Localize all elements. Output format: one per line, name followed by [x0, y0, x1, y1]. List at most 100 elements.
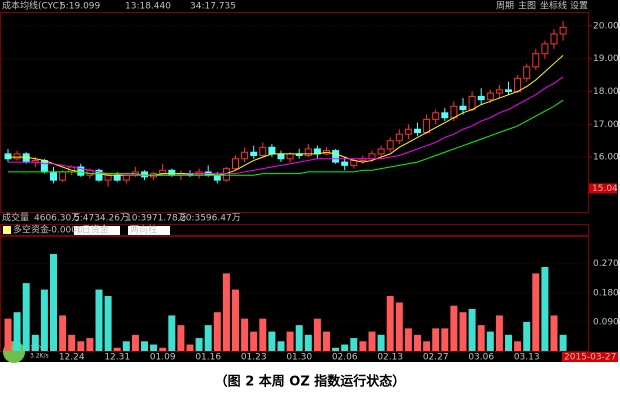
candle-body — [505, 89, 512, 92]
bar — [4, 318, 12, 351]
help-icon[interactable] — [3, 226, 11, 234]
moving-average-line — [8, 99, 564, 176]
candle-body — [341, 161, 349, 166]
price-marker-label: 15.047 — [592, 184, 620, 194]
x-tick-label: 01.16 — [195, 353, 221, 363]
menu-item[interactable]: 主图 — [518, 0, 536, 12]
bar — [432, 328, 440, 351]
bar — [323, 331, 330, 351]
candle-body — [523, 66, 531, 79]
menu-item[interactable]: 周期 — [496, 1, 514, 12]
candle-body — [395, 133, 403, 142]
candle-body — [468, 95, 476, 111]
bar — [313, 318, 321, 351]
candle-body — [232, 158, 239, 170]
x-tick-label: 12.24 — [59, 353, 85, 363]
bar — [213, 312, 221, 351]
bar — [259, 318, 267, 351]
bar — [141, 341, 148, 351]
bar — [13, 312, 21, 351]
selector-label[interactable]: 1日资金 — [76, 224, 109, 236]
bar — [514, 341, 522, 351]
candle-body — [423, 118, 431, 134]
menu-item[interactable]: 坐标线 — [540, 0, 567, 12]
candle-body — [259, 146, 267, 157]
bar — [304, 334, 312, 351]
volume-info: 20:3596.47万 — [180, 214, 241, 224]
bar — [332, 347, 340, 351]
bar — [159, 347, 167, 351]
selector-label[interactable]: 两向柱 — [130, 224, 157, 236]
bar — [368, 331, 376, 351]
bar — [104, 296, 112, 351]
x-tick-label: 02.27 — [423, 353, 449, 363]
moving-average-line — [8, 76, 564, 176]
volume-info: 成交量 — [2, 212, 29, 224]
period-dropdown[interactable] — [74, 226, 120, 235]
y-tick-label: 18.000 — [593, 87, 620, 97]
bar — [423, 341, 431, 351]
bar — [441, 328, 449, 351]
candle-body — [486, 92, 494, 101]
style-dropdown[interactable] — [128, 226, 170, 235]
bar — [204, 325, 212, 351]
bar — [450, 305, 458, 351]
x-tick-label: 02.06 — [332, 353, 358, 363]
chart-title: 成本均线(CYC) — [2, 0, 62, 12]
candle-body — [286, 153, 294, 160]
candle-body — [250, 151, 258, 157]
menu-item[interactable]: 设置 — [570, 1, 588, 12]
candle-body — [514, 77, 522, 92]
y-tick-label: 19.000 — [593, 54, 620, 64]
candle-body — [332, 150, 340, 163]
cursor-date-box — [562, 352, 618, 362]
caption: （图 2 本周 OZ 指数运行状态） — [215, 374, 406, 390]
bar — [68, 334, 76, 351]
candle-body — [268, 146, 276, 155]
bar — [477, 325, 485, 351]
bar — [186, 344, 194, 351]
bar — [113, 347, 121, 351]
bar — [241, 318, 249, 351]
bar — [459, 312, 467, 351]
bar — [77, 341, 85, 351]
cursor-date: 2015-03-27 五 — [564, 353, 620, 363]
candle-body — [459, 105, 467, 111]
candle-body — [386, 140, 394, 150]
candle-body — [4, 153, 12, 160]
bar — [22, 283, 30, 351]
candle-body — [95, 169, 103, 181]
candle-body — [541, 43, 549, 55]
bar — [486, 331, 494, 351]
indicator-value: -0.0000 — [48, 226, 83, 236]
bar — [131, 334, 139, 351]
candle-body — [450, 105, 458, 119]
bar — [40, 289, 48, 351]
bar — [59, 315, 67, 351]
bar — [150, 344, 158, 351]
bar — [341, 344, 349, 351]
background — [0, 0, 618, 362]
candle-body — [213, 174, 221, 181]
bar — [268, 331, 276, 351]
bar — [86, 338, 94, 351]
bar — [350, 338, 358, 351]
candle-body — [104, 174, 112, 181]
bar — [177, 325, 185, 351]
candle-body — [277, 153, 285, 160]
bar — [295, 325, 303, 351]
x-tick-label: 02.13 — [377, 353, 403, 363]
indicator-title: 多空资金 — [13, 224, 49, 236]
price-marker-box — [589, 183, 617, 194]
candle-body — [441, 112, 449, 119]
bar — [395, 302, 403, 351]
legend-entry: 13:18.440 — [125, 2, 171, 12]
candle-body — [13, 153, 21, 160]
candle-body — [559, 26, 567, 35]
volume-info: 10:3971.78万 — [126, 214, 187, 224]
main-panel-frame — [0, 12, 589, 213]
y-tick-label: 0.180% — [593, 288, 620, 298]
bar — [559, 334, 567, 351]
candle-body — [368, 153, 376, 160]
